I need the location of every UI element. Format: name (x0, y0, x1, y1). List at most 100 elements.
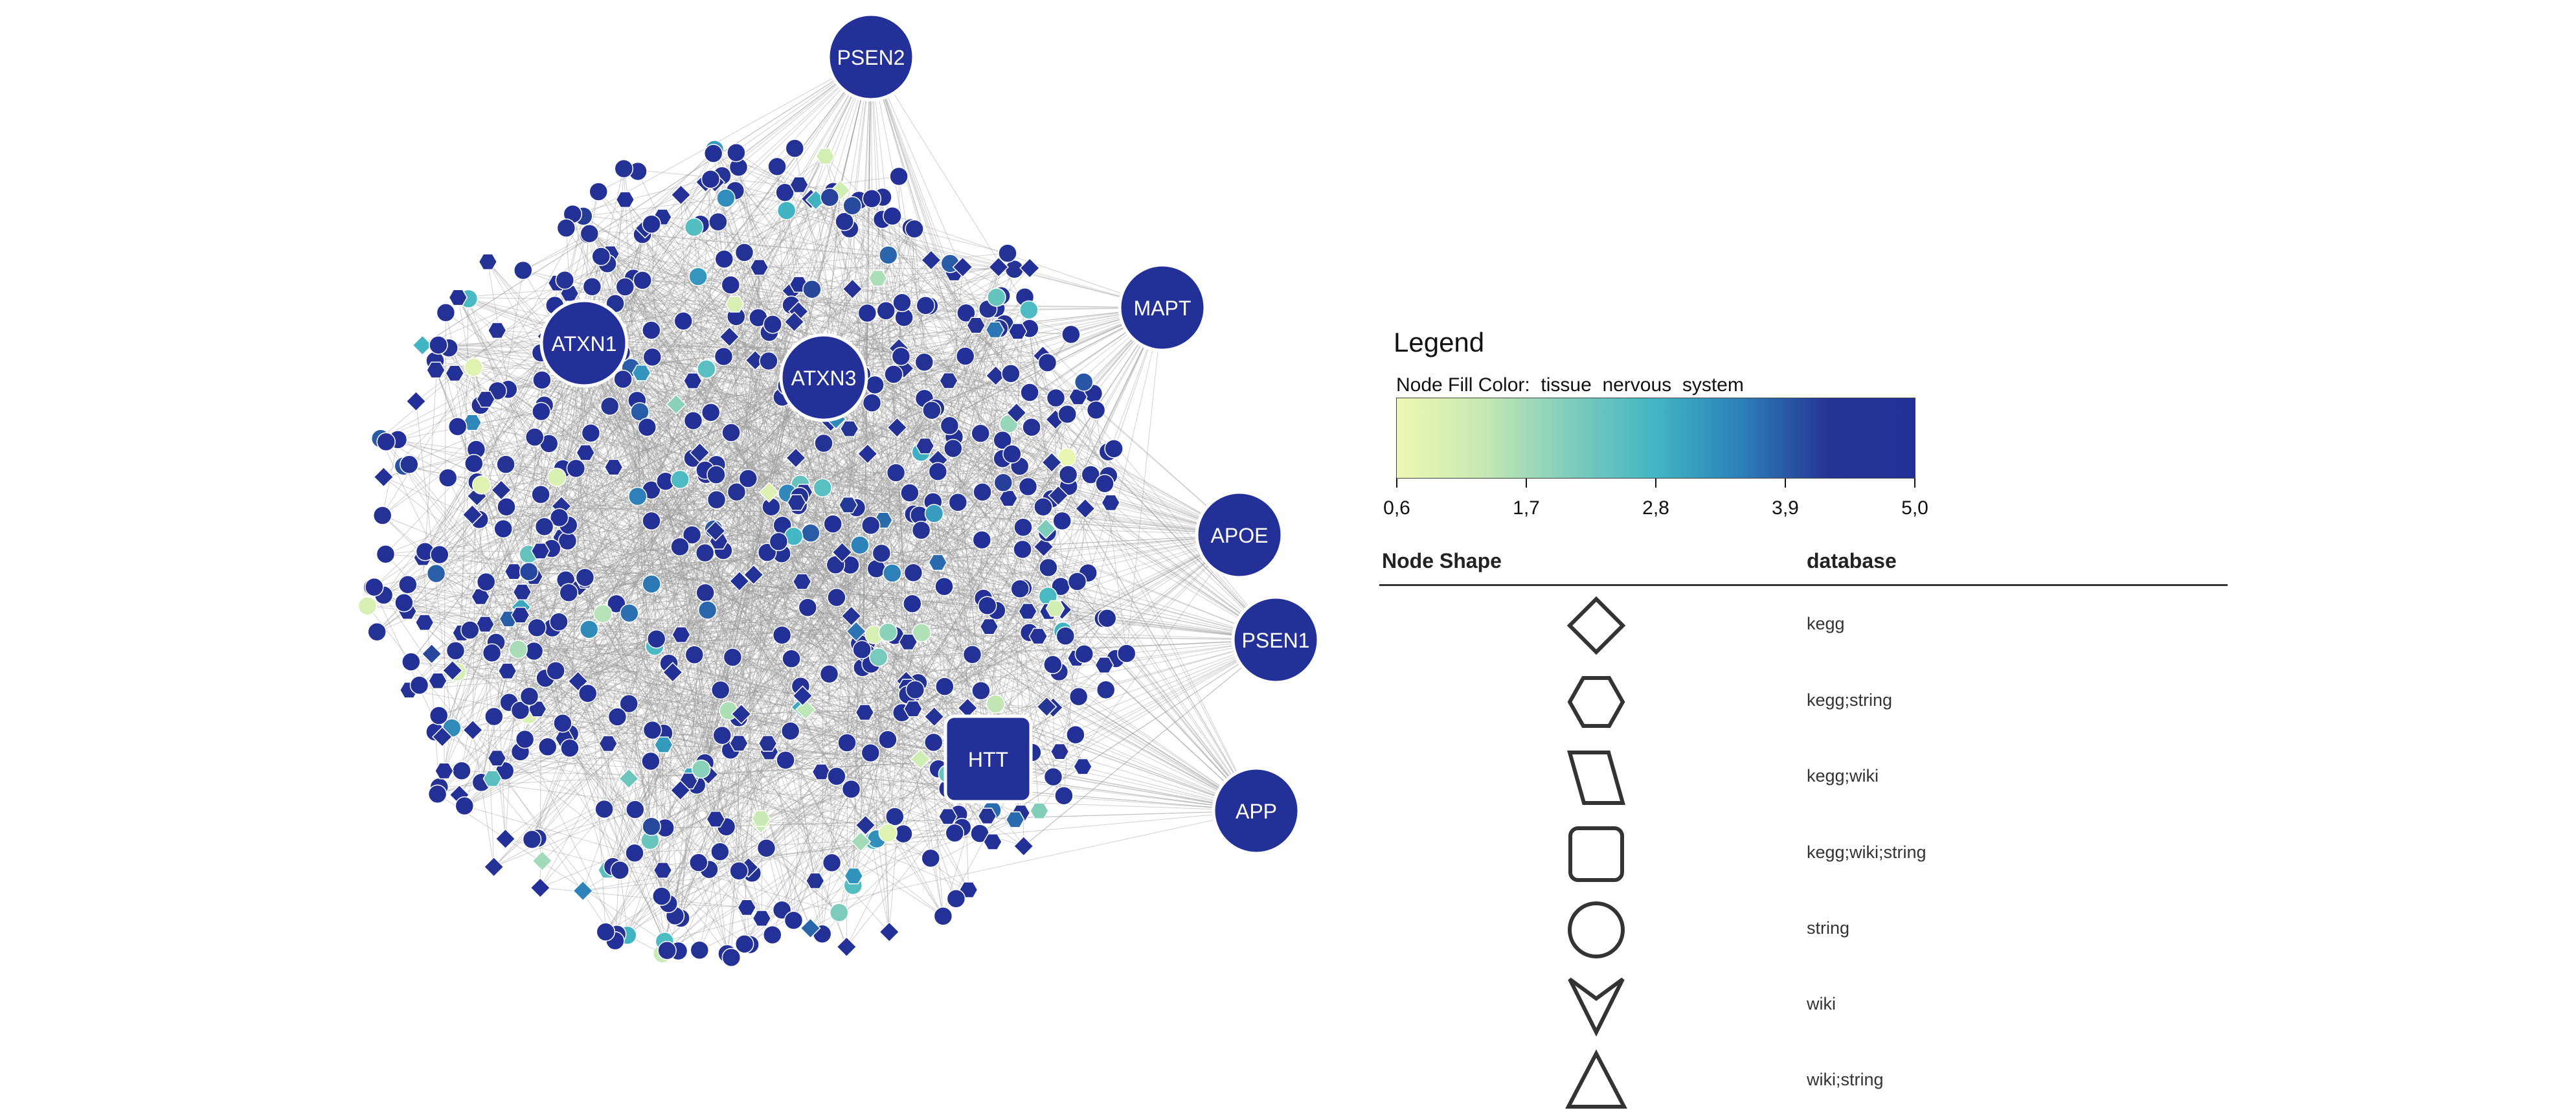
hub-edge (934, 513, 1257, 811)
network-node (1002, 444, 1022, 464)
network-edge (403, 466, 635, 853)
network-node (898, 633, 918, 651)
network-edge (681, 194, 706, 763)
network-edge (607, 536, 794, 744)
network-edge (744, 267, 760, 944)
network-edge (455, 650, 663, 737)
network-edge (409, 464, 879, 658)
network-edge (694, 655, 727, 827)
network-node (729, 734, 749, 752)
hub-edge (567, 307, 1163, 541)
legend-panel (1347, 0, 2576, 1119)
hub-edge (830, 421, 1240, 536)
network-node (986, 694, 1006, 714)
network-edge (374, 484, 482, 587)
hub-edge (870, 56, 877, 839)
hub-edge (616, 377, 824, 604)
network-node (1005, 811, 1025, 828)
network-edge (972, 588, 1021, 655)
network-node (532, 850, 553, 872)
network-node (394, 593, 414, 613)
network-edge (635, 427, 1032, 810)
network-node (872, 543, 892, 563)
fill-color-label: Node Fill Color: tissue nervous system (1396, 374, 1744, 396)
network-node (549, 508, 569, 527)
network-edge (664, 458, 1003, 828)
tick-label: 1,7 (1513, 497, 1540, 519)
network-edge (567, 530, 921, 541)
network-node (519, 686, 539, 706)
network-edge (767, 289, 853, 553)
network-edge (505, 649, 519, 839)
network-node (879, 245, 898, 265)
network-edge (871, 198, 973, 655)
network-node (490, 479, 512, 501)
network-node (805, 872, 825, 890)
network-edge (668, 635, 1066, 904)
network-node (938, 808, 958, 825)
network-node (705, 520, 726, 541)
hub-edge (697, 276, 1276, 640)
network-edge (694, 413, 1017, 655)
network-node (903, 563, 923, 583)
network-node (712, 725, 732, 745)
network-node (891, 346, 911, 367)
network-edge (586, 367, 716, 532)
network-node (727, 142, 746, 163)
network-node (1022, 417, 1041, 437)
network-node (948, 493, 968, 512)
tick-label: 3,9 (1772, 497, 1799, 519)
database-header: database (1807, 549, 1897, 572)
network-edge (929, 306, 1091, 475)
network-edge (730, 284, 1043, 356)
network-node (729, 571, 750, 592)
network-node (1094, 657, 1114, 673)
network-node (772, 626, 792, 645)
network-edge (565, 580, 651, 762)
network-node (373, 466, 394, 488)
network-edge (528, 258, 725, 715)
network-node (792, 573, 812, 591)
network-node (912, 623, 931, 642)
network-edge (738, 743, 769, 872)
network-edge (439, 352, 541, 555)
network-edge (810, 198, 1021, 467)
network-edge (486, 252, 745, 582)
network-edge (935, 407, 1003, 441)
network-node (971, 681, 991, 701)
hub-node-shape (1231, 595, 1320, 684)
hub-node-shape (539, 299, 629, 388)
network-edge (720, 603, 913, 690)
network-node (1034, 497, 1053, 517)
hub-edge (759, 267, 1240, 536)
network-edge (797, 405, 1105, 666)
hub-edge (569, 592, 989, 760)
hub-edge (870, 56, 1085, 655)
network-nodes (357, 139, 1136, 967)
network-node (1008, 322, 1028, 340)
network-node (862, 188, 881, 209)
network-edge (744, 252, 752, 874)
network-node (837, 733, 857, 752)
network-edge (681, 260, 932, 635)
network-node (962, 644, 982, 664)
network-node (1052, 511, 1072, 531)
hub-edge (616, 377, 824, 604)
network-node (401, 652, 421, 672)
hub-edge (870, 56, 1048, 596)
network-node (966, 317, 986, 334)
hub-node-label: PSEN2 (837, 46, 905, 69)
hub-edge (753, 574, 1276, 640)
network-edge (469, 629, 896, 817)
network-node (1035, 518, 1057, 539)
color-gradient-bar (1396, 398, 1915, 479)
network-node (614, 159, 634, 179)
network-edge (876, 568, 1054, 708)
network-edge (435, 370, 973, 655)
network-edge (528, 398, 1056, 716)
network-edge (493, 504, 849, 868)
network-edge (575, 468, 628, 936)
network-edge (798, 311, 1043, 356)
network-edge (624, 286, 662, 897)
network-node (900, 483, 920, 503)
